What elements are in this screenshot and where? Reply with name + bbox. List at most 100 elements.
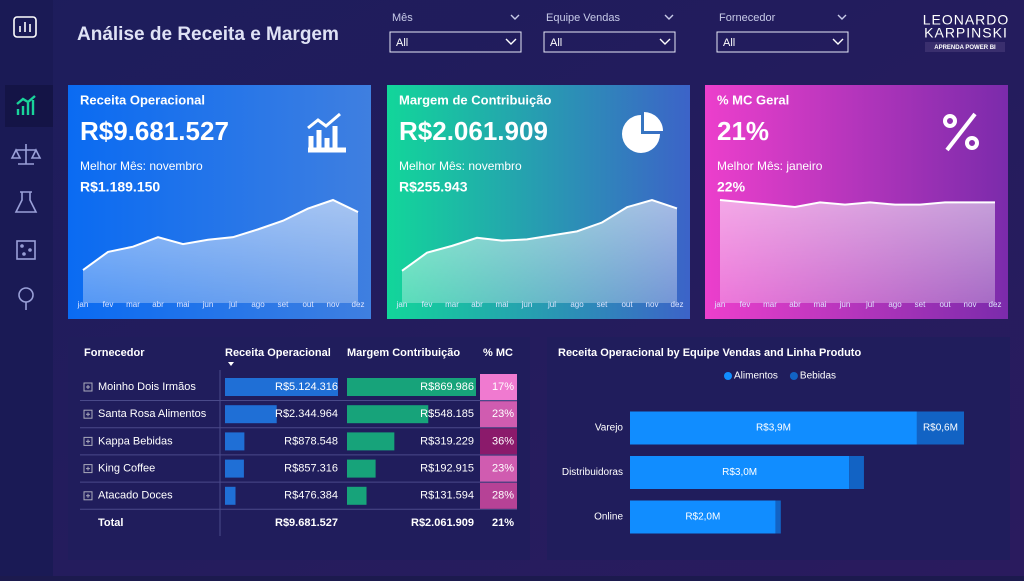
icon-shape xyxy=(644,112,663,131)
area-fill xyxy=(402,200,677,303)
table-panel xyxy=(68,337,530,560)
legend-marker xyxy=(789,372,798,380)
legend-label[interactable]: Bebidas xyxy=(800,371,836,382)
x-tick-label: nov xyxy=(327,300,340,309)
x-tick-label: jun xyxy=(839,300,851,309)
x-tick-label: jul xyxy=(228,300,237,309)
x-tick-label: jun xyxy=(202,300,214,309)
chart-title: Receita Operacional by Equipe Vendas and… xyxy=(558,347,861,359)
page-title: Análise de Receita e Margem xyxy=(77,24,339,45)
total-value: 21% xyxy=(492,517,514,529)
y-tick-label: Varejo xyxy=(595,423,624,434)
x-tick-label: mai xyxy=(814,300,827,309)
cell-value: R$192.915 xyxy=(420,463,474,475)
x-tick-label: mai xyxy=(177,300,190,309)
filter-value[interactable]: All xyxy=(550,37,562,49)
data-bar xyxy=(347,459,376,478)
data-bar xyxy=(225,405,277,424)
bar xyxy=(630,456,850,489)
best-month-label: Melhor Mês: janeiro xyxy=(717,159,823,173)
best-month-label: Melhor Mês: novembro xyxy=(80,159,203,173)
row-label: Atacado Doces xyxy=(98,490,173,502)
y-tick-label: Distribuidoras xyxy=(562,467,623,478)
x-tick-label: fev xyxy=(103,300,114,309)
legend-marker xyxy=(724,372,732,380)
bar xyxy=(916,411,964,445)
x-tick-label: jan xyxy=(77,300,89,309)
cell-value: R$2.344.964 xyxy=(275,408,338,420)
data-bar xyxy=(225,378,338,396)
filter-chevron xyxy=(659,38,671,45)
expand-plus xyxy=(86,412,90,417)
line xyxy=(82,198,359,271)
icon-shape xyxy=(622,115,660,153)
legend-label[interactable]: Alimentos xyxy=(734,371,778,382)
expand-icon[interactable] xyxy=(83,409,93,419)
data-bar xyxy=(347,378,476,396)
card-title: % MC Geral xyxy=(717,92,789,107)
x-tick-label: mar xyxy=(763,300,777,309)
logo: LEONARDO KARPINSKI APRENDA POWER BI xyxy=(923,12,1010,52)
cell-value: 36% xyxy=(492,435,514,447)
x-tick-label: ago xyxy=(888,300,902,309)
mc-cell xyxy=(480,455,517,482)
column-header: Receita Operacional xyxy=(225,347,331,359)
card-value: R$2.061.909 xyxy=(399,116,548,146)
expand-plus xyxy=(86,439,90,444)
mc-cell xyxy=(480,428,517,455)
card-value: 21% xyxy=(717,116,769,146)
cell-value: 28% xyxy=(492,490,514,502)
expand-plus xyxy=(86,385,90,389)
card-icon xyxy=(622,112,663,153)
filter-value[interactable]: All xyxy=(723,37,735,49)
card-title: Receita Operacional xyxy=(80,92,205,107)
expand-icon[interactable] xyxy=(83,382,93,392)
x-tick-label: mai xyxy=(496,300,509,309)
cell-value: 23% xyxy=(492,463,514,475)
x-tick-label: nov xyxy=(646,300,659,309)
icon-shape xyxy=(308,126,346,153)
total-value: R$9.681.527 xyxy=(275,517,338,529)
x-tick-label: abr xyxy=(789,300,801,309)
card-value: R$9.681.527 xyxy=(80,116,229,146)
sort-arrow xyxy=(228,362,234,366)
bar xyxy=(630,500,776,534)
filter-label: Fornecedor xyxy=(719,12,776,24)
best-month-label: Melhor Mês: novembro xyxy=(399,159,522,173)
cell-value: R$5.124.316 xyxy=(275,381,338,393)
expand-icon[interactable] xyxy=(83,491,93,501)
filter-chevron xyxy=(832,38,844,45)
logo-name: LEONARDO xyxy=(923,12,1010,28)
line xyxy=(401,198,678,272)
x-tick-label: abr xyxy=(152,300,164,309)
x-tick-label: jan xyxy=(714,300,726,309)
filter-dropdown[interactable] xyxy=(716,31,849,53)
expand-plus xyxy=(86,466,90,471)
x-tick-label: abr xyxy=(471,300,483,309)
x-tick-label: ago xyxy=(570,300,584,309)
mc-cell xyxy=(480,482,517,509)
x-tick-label: mar xyxy=(445,300,459,309)
filter-dropdown[interactable] xyxy=(543,31,676,53)
sidebar-icons xyxy=(5,16,53,310)
icon-shape xyxy=(943,114,957,128)
expand-icon[interactable] xyxy=(83,464,93,474)
logo-name: KARPINSKI xyxy=(924,25,1008,41)
bar xyxy=(775,500,781,534)
filter-value[interactable]: All xyxy=(396,37,408,49)
x-tick-label: fev xyxy=(740,300,751,309)
expand-plus xyxy=(86,493,90,498)
data-bar xyxy=(225,432,245,451)
expand-icon[interactable] xyxy=(83,436,93,446)
filter-chevron xyxy=(510,14,520,20)
cell-value: R$878.548 xyxy=(284,435,338,447)
x-tick-label: out xyxy=(302,300,314,309)
icon-shape xyxy=(307,112,341,130)
filter-chevron xyxy=(505,38,517,45)
total-value: R$2.061.909 xyxy=(411,517,474,529)
filter-chevron xyxy=(664,14,674,20)
filter-dropdown[interactable] xyxy=(389,31,522,53)
mc-cell xyxy=(480,401,517,428)
